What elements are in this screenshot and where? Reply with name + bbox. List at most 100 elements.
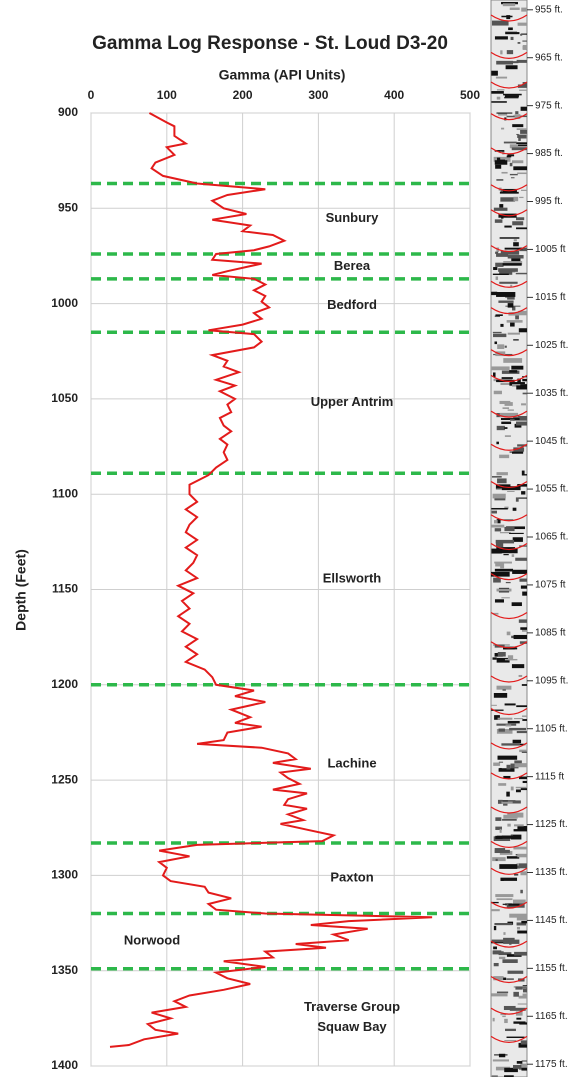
core-texture [514, 760, 522, 763]
core-texture [515, 558, 527, 561]
core-texture [496, 488, 502, 489]
core-depth-label: 1045 ft. [535, 436, 568, 447]
y-tick-label: 1150 [52, 582, 78, 596]
core-texture [493, 951, 504, 954]
core-texture [516, 217, 524, 220]
core-depth-label: 1115 ft [535, 771, 564, 782]
core-texture [494, 693, 507, 698]
core-texture [509, 370, 517, 373]
core-texture [516, 790, 521, 793]
x-tick-label: 200 [233, 88, 253, 102]
core-texture [517, 916, 527, 921]
y-tick-label: 900 [58, 105, 78, 119]
formation-label: Norwood [124, 933, 180, 948]
core-texture [518, 23, 527, 26]
core-texture [495, 563, 504, 566]
core-texture [502, 959, 517, 963]
core-texture [513, 166, 527, 170]
core-texture [491, 508, 507, 510]
core-texture [495, 219, 503, 222]
core-texture [501, 128, 504, 130]
core-texture [503, 815, 517, 819]
core-texture [498, 301, 513, 303]
core-texture [501, 172, 507, 174]
core-texture [491, 91, 503, 94]
core-texture [502, 377, 513, 379]
core-texture [495, 569, 513, 572]
core-texture [491, 993, 507, 996]
core-texture [521, 585, 527, 588]
core-texture [498, 718, 513, 720]
core-texture [497, 478, 507, 483]
core-texture [496, 276, 498, 279]
core-texture [494, 520, 498, 523]
core-texture [501, 743, 520, 745]
core-depth-label: 985 ft. [535, 148, 563, 159]
formation-label: Traverse Group [304, 999, 400, 1014]
core-texture [508, 303, 514, 307]
core-texture [501, 422, 511, 424]
core-texture [501, 802, 512, 804]
core-texture [500, 197, 515, 201]
core-texture [511, 366, 523, 370]
y-tick-label: 1300 [51, 868, 78, 882]
core-texture [510, 174, 518, 175]
core-texture [494, 1054, 507, 1055]
core-depth-label: 995 ft. [535, 196, 563, 207]
core-texture [507, 971, 523, 974]
core-texture [509, 941, 511, 944]
core-texture [498, 756, 518, 760]
core-texture [522, 752, 527, 753]
core-depth-label: 1095 ft. [535, 675, 568, 686]
chart: Gamma Log Response - St. Loud D3-20 Gamm… [0, 0, 575, 1077]
core-texture [499, 455, 509, 458]
core-texture [507, 297, 515, 300]
core-texture [517, 60, 527, 63]
core-texture [508, 333, 520, 335]
core-texture [508, 27, 513, 30]
core-texture [505, 32, 519, 34]
formation-label: Ellsworth [323, 570, 382, 585]
core-texture [506, 792, 509, 797]
core-texture [515, 111, 518, 114]
core-texture [513, 1021, 525, 1023]
y-tick-label: 1400 [51, 1058, 78, 1072]
core-texture [513, 339, 519, 340]
core-texture [517, 931, 527, 934]
core-texture [519, 863, 527, 868]
core-texture [516, 142, 527, 144]
core-texture [508, 655, 513, 660]
core-depth-label: 965 ft. [535, 52, 563, 63]
core-texture [499, 204, 503, 208]
core-depth-label: 1125 ft. [535, 819, 568, 830]
core-texture [521, 1068, 527, 1071]
core-texture [520, 34, 522, 36]
core-texture [499, 768, 501, 771]
core-texture [508, 904, 519, 906]
core-texture [503, 407, 510, 409]
core-texture [513, 740, 521, 744]
x-tick-label: 300 [308, 88, 328, 102]
core-texture [520, 627, 527, 630]
core-texture [497, 344, 504, 349]
core-texture [507, 824, 510, 827]
core-texture [491, 71, 498, 76]
core-texture [500, 237, 520, 238]
y-tick-label: 1350 [51, 963, 78, 977]
core-texture [514, 635, 527, 639]
core-texture [523, 45, 527, 50]
core-texture [497, 686, 512, 690]
core-texture [521, 921, 527, 923]
core-texture [512, 554, 514, 557]
core-texture [519, 579, 527, 582]
core-texture [522, 41, 527, 42]
chart-title: Gamma Log Response - St. Loud D3-20 [92, 33, 448, 54]
core-texture [512, 221, 523, 225]
formation-label: Paxton [330, 870, 373, 885]
core-texture [495, 817, 501, 821]
core-texture [513, 508, 517, 511]
core-texture [496, 113, 512, 114]
core-depth-label: 1035 ft. [535, 388, 568, 399]
core-texture [514, 952, 527, 956]
core-texture [495, 252, 498, 254]
